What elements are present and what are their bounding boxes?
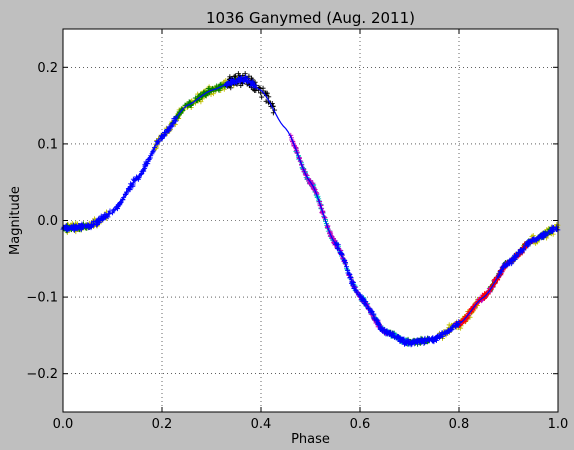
data-point: [98, 213, 104, 219]
x-tick-label: 0.0: [53, 417, 74, 432]
x-axis-label: Phase: [291, 432, 330, 447]
data-point: [259, 94, 265, 100]
data-point: [462, 318, 468, 324]
x-tick-label: 0.4: [251, 417, 272, 432]
y-tick-label: 0.1: [37, 137, 58, 152]
data-point: [260, 85, 266, 91]
fit-curve: [62, 78, 559, 344]
data-point: [235, 71, 241, 77]
y-axis-label: Magnitude: [8, 186, 23, 255]
data-point: [227, 74, 233, 80]
y-tick-label: −0.1: [26, 291, 58, 306]
data-point: [198, 99, 204, 105]
data-point: [231, 73, 237, 79]
x-tick-label: 1.0: [548, 417, 569, 432]
data-point: [241, 76, 247, 82]
data-point: [258, 90, 264, 96]
data-point: [214, 83, 220, 89]
x-tick-label: 0.8: [449, 417, 470, 432]
axis-ticks: 0.0 0.2 0.4 0.6 0.8 1.0 −0.2 −0.1 0.0 0.1 0.2: [26, 29, 568, 432]
x-tick-label: 0.2: [152, 417, 173, 432]
y-tick-label: 0.2: [37, 61, 58, 76]
y-tick-label: 0.0: [37, 214, 58, 229]
chart-title: 1036 Ganymed (Aug. 2011): [206, 9, 415, 27]
data-point: [107, 208, 113, 214]
x-tick-label: 0.6: [350, 417, 371, 432]
data-point: [68, 224, 74, 230]
data-point: [218, 81, 224, 87]
grid-lines: [63, 29, 558, 412]
y-tick-label: −0.2: [26, 367, 58, 382]
data-point: [203, 93, 209, 99]
